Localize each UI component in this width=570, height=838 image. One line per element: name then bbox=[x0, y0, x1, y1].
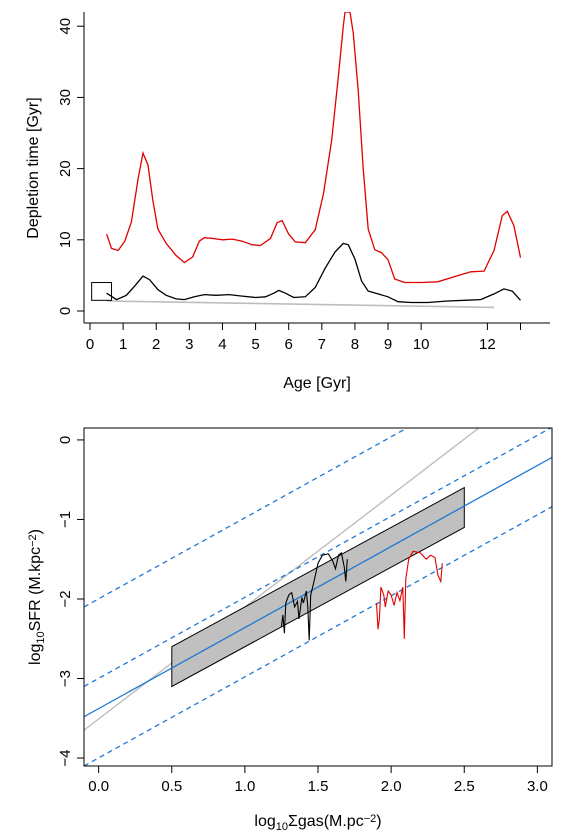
red-sfr-curve bbox=[375, 550, 443, 639]
x-tick-label: 12 bbox=[479, 336, 496, 353]
bottom-panel: 0.0 0.5 1.0 1.5 2.0 2.5 3.0 0 −1 −2 −3 −4 log10Σgas(… bbox=[27, 427, 553, 833]
y-axis-label: log10SFR (M.kpc−2) bbox=[27, 529, 47, 665]
reference-line bbox=[106, 300, 495, 309]
y-tick-label: 0 bbox=[57, 307, 74, 315]
y-tick-label: 0 bbox=[57, 436, 74, 444]
x-tick-label: 0.0 bbox=[88, 778, 109, 795]
y-tick-label: −2 bbox=[57, 590, 74, 607]
x-tick-label: 0.5 bbox=[161, 778, 182, 795]
plot-area bbox=[84, 428, 552, 766]
x-tick-label: 1.0 bbox=[234, 778, 255, 795]
x-tick-label: 10 bbox=[413, 336, 430, 353]
x-tick-label: 4 bbox=[218, 336, 226, 353]
x-tick-label: 2 bbox=[152, 336, 160, 353]
y-tick-label: 40 bbox=[57, 18, 74, 35]
x-tick-label: 2.5 bbox=[454, 778, 475, 795]
x-tick-label: 1 bbox=[119, 336, 127, 353]
x-tick-label: 9 bbox=[384, 336, 392, 353]
black-sfr-curve bbox=[280, 551, 348, 641]
reference-line bbox=[84, 428, 480, 731]
y-tick-label: 10 bbox=[57, 231, 74, 248]
x-tick-label: 1.5 bbox=[308, 778, 329, 795]
y-tick-label: −3 bbox=[57, 670, 74, 687]
y-axis-label: Depletion time [Gyr] bbox=[25, 97, 42, 238]
lower-depletion-curve bbox=[106, 242, 521, 304]
x-tick-label: 0 bbox=[86, 336, 94, 353]
y-tick-label: −1 bbox=[57, 511, 74, 528]
dashed-bound-line bbox=[84, 506, 552, 766]
x-tick-label: 3 bbox=[185, 336, 193, 353]
box-marker bbox=[91, 282, 113, 301]
x-tick-label: 8 bbox=[351, 336, 359, 353]
dashed-bound-line bbox=[84, 428, 552, 688]
x-axis-label: Age [Gyr] bbox=[283, 375, 351, 392]
x-tick-label: 3.0 bbox=[527, 778, 548, 795]
upper-depletion-curve bbox=[105, 12, 522, 284]
x-tick-label: 7 bbox=[318, 336, 326, 353]
x-tick-label: 2.0 bbox=[381, 778, 402, 795]
x-axis-label: log10Σgas(M.pc−2) bbox=[254, 813, 381, 833]
x-tick-label: 5 bbox=[251, 336, 259, 353]
y-tick-label: −4 bbox=[57, 749, 74, 766]
x-tick-label: 6 bbox=[285, 336, 293, 353]
y-tick-label: 20 bbox=[57, 160, 74, 177]
y-tick-label: 30 bbox=[57, 89, 74, 106]
fit-line bbox=[84, 456, 552, 718]
